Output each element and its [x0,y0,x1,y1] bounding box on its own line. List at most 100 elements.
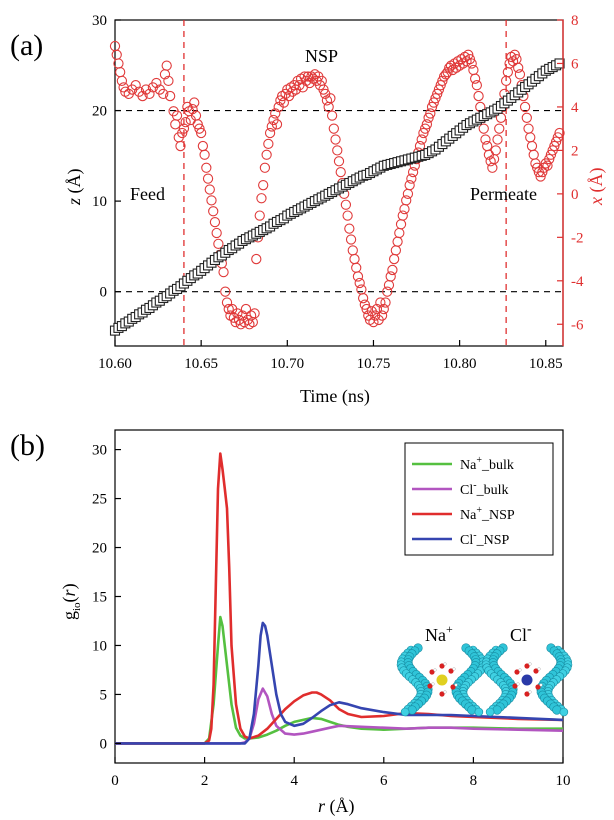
y-right-tick-label: -4 [571,274,584,290]
x-point [263,138,274,150]
y-tick-label: 0 [100,736,108,752]
x-point [202,173,214,184]
x-point [537,166,548,178]
water-hydrogen [443,690,447,694]
legend-label: Na+_bulk [460,455,514,473]
x-point [421,119,433,130]
x-point [318,84,329,95]
water-oxygen [524,663,530,669]
ion-sphere [436,674,448,686]
x-point [115,67,126,78]
y-tick-label: 25 [92,492,107,508]
feed-annotation: Feed [130,184,165,204]
x-point [487,162,498,173]
pore-sphere [474,707,484,717]
x-point [209,216,221,228]
x-point [206,195,217,206]
x-point [213,238,224,250]
water-hydrogen [528,690,532,694]
x-point [387,264,398,276]
x-point [351,262,362,273]
x-point [256,193,267,204]
y-tick-label: 10 [92,638,107,654]
x-point [359,299,370,310]
x-point [178,123,190,134]
x-point [433,84,445,95]
x-point [275,95,286,106]
x-tick-label: 10.70 [270,356,304,372]
y-right-tick-label: 2 [571,143,579,159]
x-point [333,156,345,167]
x-point [506,51,517,63]
y-right-tick-label: 6 [571,56,579,72]
x-point [383,279,395,291]
x-point [340,199,352,210]
x-point [345,234,357,245]
x-point [232,308,243,319]
x-point [211,227,222,239]
x-point [330,134,341,145]
ylabel-left-symbol: z [64,198,84,206]
x-point [271,119,283,130]
x-point [177,127,188,139]
x-tick-label: 10 [556,773,571,789]
x-point [189,97,200,108]
panel-a-plot: 10.60 10.65 10.70 10.75 10.80 10.850102030-6-… [92,13,584,372]
x-point [171,110,183,121]
water-oxygen [535,684,541,690]
x-point [380,297,391,308]
x-point [480,134,491,145]
water-hydrogen [452,667,456,671]
x-point [428,97,439,108]
xlabel-b-unit: (Å) [325,796,355,817]
water-hydrogen [528,662,532,666]
x-point [418,127,429,139]
x-point [357,293,369,304]
x-point [368,316,379,328]
x-point [519,101,531,113]
water-oxygen [514,669,520,675]
x-point [399,203,410,215]
water-hydrogen [537,667,541,671]
nanopore-insets [396,643,573,717]
water-oxygen [439,691,445,697]
x-point [192,119,203,130]
x-tick-label: 10.60 [98,356,132,372]
y-right-tick-label: 8 [571,13,579,29]
x-point [325,93,336,104]
ylabel-left-unit: (Å) [64,168,85,198]
x-point [523,123,534,134]
x-point [407,166,419,178]
x-point [490,145,501,156]
panel-b-plot: 0 2 4 6 8 10 0 5 10 15 20 25 30 [92,429,571,789]
x-point [180,116,191,128]
x-point [194,123,205,134]
x-point [544,153,555,165]
x-point [204,184,215,195]
x-tick-label: 2 [201,773,209,789]
x-point [309,69,321,80]
water-hydrogen [516,682,520,686]
x-point [130,80,141,91]
water-oxygen [524,691,530,697]
y-left-tick-label: 0 [100,285,108,301]
legend-label: Cl-_bulk [460,480,508,498]
x-point [111,49,122,60]
x-point [550,136,562,147]
x-point [402,188,414,200]
x-point [197,140,209,152]
x-point [468,64,479,76]
x-point [385,271,396,282]
y-tick-label: 5 [100,687,108,703]
panel-a-label: (a) [10,29,43,62]
x-point [276,90,288,102]
na-pore-inset [396,643,488,717]
x-point [459,51,470,63]
water-hydrogen [518,668,522,672]
water-hydrogen [433,668,437,672]
water-hydrogen [431,682,435,686]
x-tick-label: 10.65 [184,356,218,372]
x-point [221,297,233,308]
series-line-2 [115,452,564,745]
